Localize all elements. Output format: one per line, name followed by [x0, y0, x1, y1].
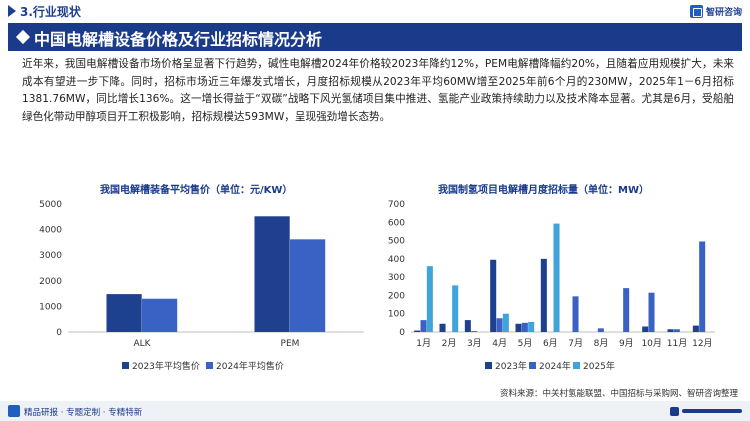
- summary-paragraph: 近年来，我国电解槽设备市场价格呈显著下行趋势，碱性电解槽2024年价格较2023…: [22, 58, 734, 123]
- x-tick-label: PEM: [281, 339, 300, 349]
- y-tick-label: 5000: [39, 200, 62, 210]
- legend-label: 2023年: [495, 360, 527, 372]
- legend-label: 2024年平均售价: [216, 360, 284, 372]
- x-tick-label: 6月: [543, 338, 558, 349]
- x-tick-label: 9月: [619, 338, 634, 349]
- y-tick-label: 0: [399, 328, 405, 338]
- chart-tender: 0 100 200 300 400 500 600 700 1月 2月 3月 4月 5月 6月 7月 8月 9月…: [388, 200, 715, 372]
- footer-bar: 精品研报 · 专题定制 · 专精特新: [0, 401, 750, 421]
- bar-tender-3-2: [502, 313, 509, 332]
- brand-logo-text: 智研咨询: [705, 7, 742, 18]
- bar-tender-5-2: [553, 223, 560, 332]
- chart-price: 0 1000 2000 3000 4000 5000 ALK PEM 2023年平均售价 2024…: [39, 200, 364, 372]
- bar-tender-3-0: [490, 259, 497, 332]
- bar-tender-5-0: [540, 258, 547, 332]
- y-tick-label: 4000: [39, 226, 62, 236]
- x-tick-label: 8月: [594, 338, 609, 349]
- y-tick-label: 600: [388, 218, 405, 228]
- y-tick-label: 500: [388, 237, 405, 247]
- bar-tender-9-0: [642, 326, 649, 332]
- y-tick-label: 300: [388, 273, 405, 283]
- legend-swatch: [485, 362, 492, 369]
- x-tick-label: 2月: [442, 338, 457, 349]
- x-tick-label: 3月: [467, 338, 482, 349]
- bar-price-0-1: [142, 298, 178, 332]
- y-tick-label: 1000: [39, 302, 62, 312]
- x-tick-label: 10月: [641, 338, 661, 349]
- y-tick-label: 2000: [39, 277, 62, 287]
- bar-price-1-1: [290, 239, 326, 332]
- bar-tender-10-1: [673, 329, 680, 332]
- x-tick-label: 4月: [492, 338, 507, 349]
- y-tick-label: 3000: [39, 251, 62, 261]
- legend-swatch: [122, 362, 129, 369]
- bar-tender-1-2: [452, 285, 459, 332]
- source-note: 资料来源：中关村氢能联盟、中国招标与采购网、智研咨询整理: [499, 389, 738, 399]
- y-tick-label: 200: [388, 291, 405, 301]
- brand-logo-icon: [689, 4, 703, 18]
- bar-tender-2-0: [464, 320, 471, 332]
- bar-tender-0-2: [426, 266, 433, 332]
- bar-tender-9-1: [648, 292, 655, 332]
- bar-tender-4-0: [515, 323, 522, 332]
- chart-price-title: 我国电解槽装备平均售价（单位：元/KW）: [100, 185, 293, 196]
- x-tick-label: 1月: [416, 338, 431, 349]
- brand-logo: 智研咨询: [689, 4, 742, 18]
- legend-label: 2023年平均售价: [132, 360, 200, 372]
- bar-tender-4-1: [521, 322, 528, 332]
- footer-logo-icon: [8, 405, 20, 417]
- y-tick-label: 100: [388, 310, 405, 320]
- legend-label: 2024年: [539, 360, 571, 372]
- bar-tender-11-0: [692, 325, 699, 332]
- bar-tender-7-1: [597, 328, 604, 332]
- bar-tender-8-1: [623, 288, 630, 332]
- x-tick-label: 5月: [518, 338, 533, 349]
- bar-tender-0-0: [414, 330, 421, 332]
- bar-tender-1-0: [439, 323, 446, 332]
- legend-swatch: [573, 362, 580, 369]
- legend-label: 2025年: [583, 360, 615, 372]
- y-tick-label: 0: [56, 328, 62, 338]
- page-title: 中国电解槽设备价格及行业招标情况分析: [34, 30, 323, 49]
- bar-tender-3-1: [496, 318, 503, 332]
- footer-tagline: 精品研报 · 专题定制 · 专精特新: [24, 408, 143, 418]
- bar-price-1-0: [254, 216, 290, 332]
- x-tick-label: ALK: [133, 339, 151, 349]
- footer-dot-icon: [670, 406, 679, 416]
- footer-bar-icon: [682, 409, 742, 413]
- bar-tender-2-1: [471, 331, 478, 332]
- chart-tender-title: 我国制氢项目电解槽月度招标量（单位：MW）: [438, 185, 649, 196]
- x-tick-label: 11月: [667, 338, 687, 349]
- footer-decoration: [637, 406, 742, 416]
- section-title: 3.行业现状: [20, 5, 81, 19]
- top-bar: 3.行业现状 智研咨询: [0, 0, 750, 22]
- x-tick-label: 12月: [692, 338, 712, 349]
- section-marker-icon: [8, 5, 16, 17]
- bar-tender-11-1: [699, 241, 706, 332]
- y-tick-label: 400: [388, 255, 405, 265]
- bar-tender-0-1: [420, 320, 427, 332]
- x-tick-label: 7月: [568, 338, 583, 349]
- bar-tender-4-2: [528, 321, 535, 332]
- bar-tender-10-0: [667, 329, 674, 332]
- bar-price-0-0: [106, 294, 142, 332]
- legend-swatch: [206, 362, 213, 369]
- legend-swatch: [529, 362, 536, 369]
- diamond-icon: [15, 29, 31, 45]
- bar-tender-6-1: [572, 296, 579, 332]
- y-tick-label: 700: [388, 200, 405, 210]
- title-banner: 中国电解槽设备价格及行业招标情况分析: [8, 23, 742, 51]
